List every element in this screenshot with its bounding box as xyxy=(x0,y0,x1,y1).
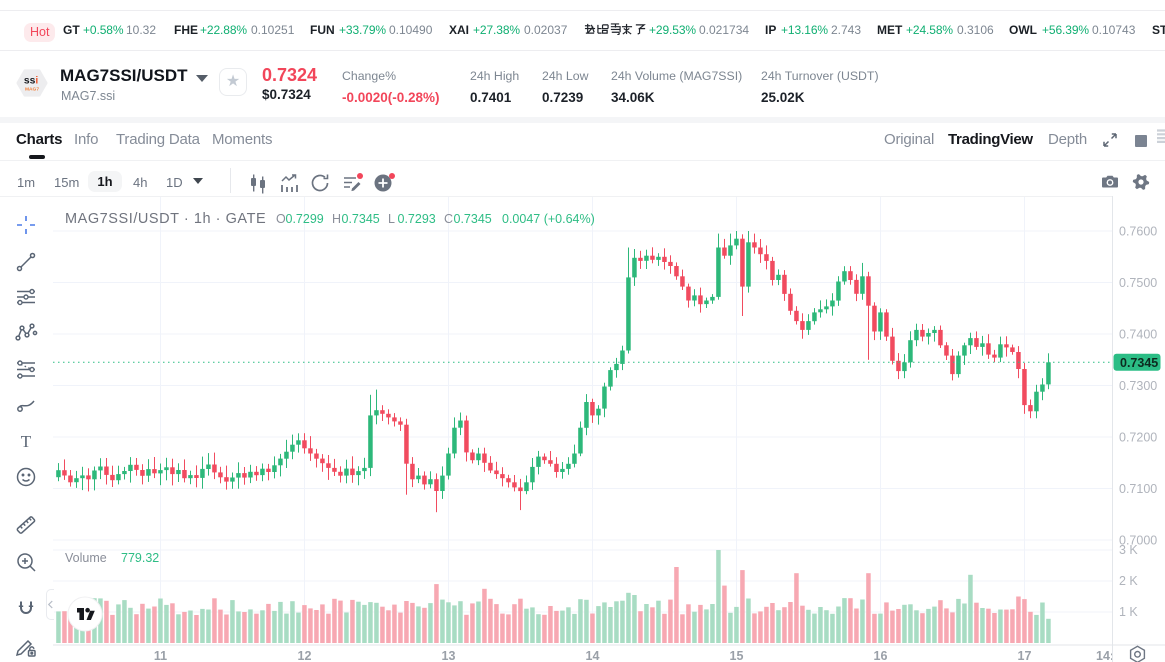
svg-text:0.7293: 0.7293 xyxy=(398,212,436,226)
svg-text:0.7400: 0.7400 xyxy=(1119,328,1157,342)
svg-text:MAG7SSI/USDT · 1h · GATE: MAG7SSI/USDT · 1h · GATE xyxy=(65,211,266,227)
svg-text:0.0047 (+0.64%): 0.0047 (+0.64%) xyxy=(502,212,595,226)
svg-text:ssi: ssi xyxy=(24,75,39,86)
svg-text:Volume: Volume xyxy=(65,551,107,565)
svg-text:11: 11 xyxy=(154,649,167,662)
svg-text:0.7100: 0.7100 xyxy=(1119,482,1157,496)
svg-text:16: 16 xyxy=(874,649,888,662)
svg-text:0.7500: 0.7500 xyxy=(1119,276,1157,290)
svg-text:0.7000: 0.7000 xyxy=(1119,534,1157,548)
svg-text:0.7300: 0.7300 xyxy=(1119,379,1157,393)
svg-text:15: 15 xyxy=(730,649,744,662)
svg-text:0.7600: 0.7600 xyxy=(1119,225,1157,239)
svg-text:3 K: 3 K xyxy=(1119,543,1138,557)
svg-text:0.7345: 0.7345 xyxy=(454,212,492,226)
svg-text:0.7299: 0.7299 xyxy=(286,212,324,226)
svg-text:0.7345: 0.7345 xyxy=(342,212,380,226)
svg-text:C: C xyxy=(444,212,453,226)
svg-text:779.32: 779.32 xyxy=(121,551,159,565)
svg-text:12: 12 xyxy=(298,649,312,662)
svg-text:14: 14 xyxy=(586,649,600,662)
svg-text:13: 13 xyxy=(442,649,456,662)
svg-text:17: 17 xyxy=(1018,649,1032,662)
svg-text:1 K: 1 K xyxy=(1119,605,1138,619)
svg-text:L: L xyxy=(388,212,395,226)
svg-text:T: T xyxy=(21,432,32,451)
svg-text:0.7200: 0.7200 xyxy=(1119,431,1157,445)
svg-text:2 K: 2 K xyxy=(1119,574,1138,588)
svg-text:MAG7: MAG7 xyxy=(25,87,39,93)
svg-text:0.7345: 0.7345 xyxy=(1120,356,1158,370)
svg-text:O: O xyxy=(276,212,286,226)
svg-text:H: H xyxy=(332,212,341,226)
